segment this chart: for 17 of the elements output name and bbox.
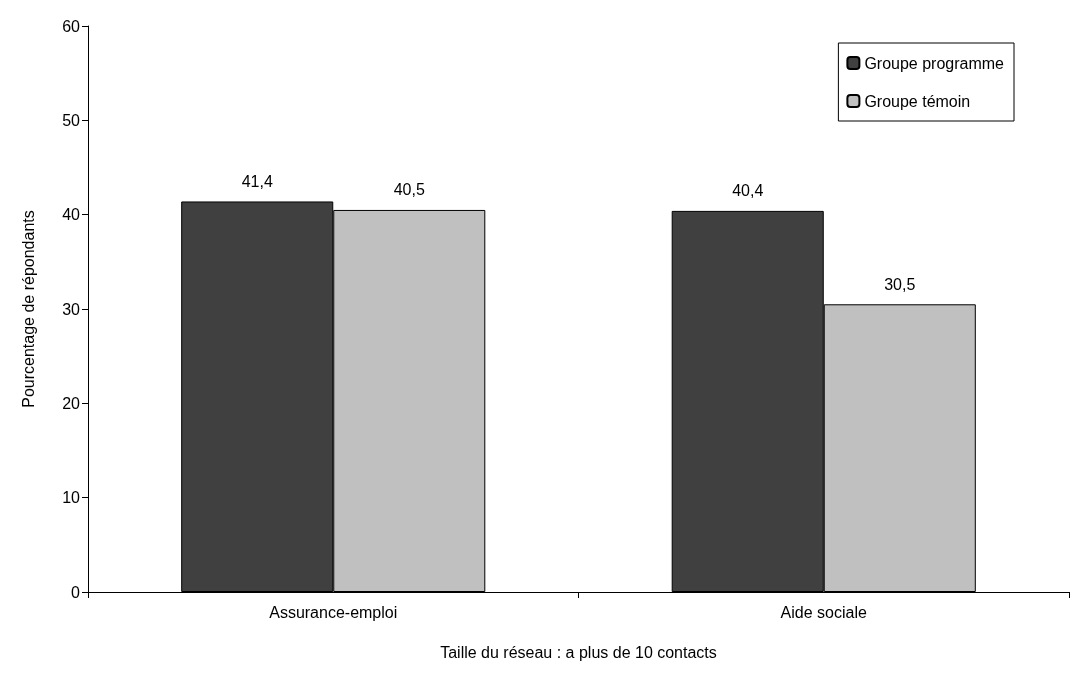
y-tick-label: 60 (62, 17, 81, 35)
x-tick-label: Aide sociale (780, 603, 867, 621)
data-label: 40,5 (393, 181, 425, 199)
data-label: 40,4 (732, 182, 764, 200)
y-tick-label: 40 (62, 206, 81, 224)
legend-label: Groupe témoin (864, 92, 971, 110)
data-label: 30,5 (884, 275, 916, 293)
data-label: 41,4 (241, 172, 273, 190)
y-tick-label: 10 (62, 489, 81, 507)
x-axis-title: Taille du réseau : a plus de 10 contacts (440, 643, 717, 661)
y-tick-label: 30 (62, 300, 81, 318)
y-axis-title: Pourcentage de répondants (19, 210, 37, 408)
x-tick-label: Assurance-emploi (269, 603, 398, 621)
y-tick-label: 50 (62, 111, 81, 129)
y-tick-label: 20 (62, 394, 81, 412)
y-tick-label: 0 (71, 583, 81, 601)
legend-label: Groupe programme (864, 54, 1005, 72)
